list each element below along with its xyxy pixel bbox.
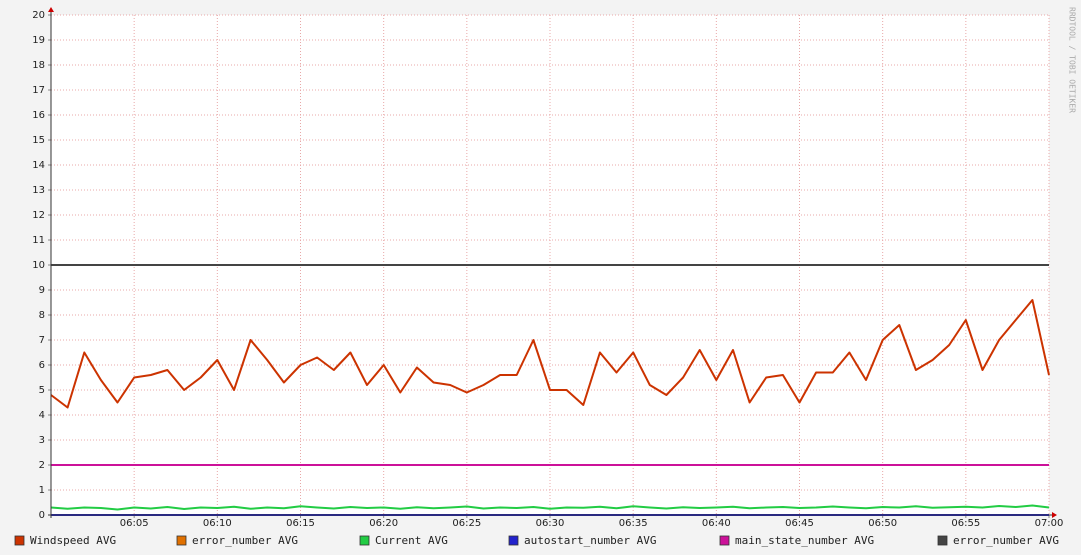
- legend-swatch: [937, 535, 948, 546]
- y-tick-label: 12: [32, 210, 45, 221]
- x-tick-label: 06:35: [619, 518, 648, 529]
- legend-swatch: [359, 535, 370, 546]
- x-tick-label: 07:00: [1035, 518, 1064, 529]
- y-tick-label: 5: [39, 385, 45, 396]
- x-axis-arrow: [1052, 512, 1057, 518]
- y-tick-label: 8: [39, 310, 45, 321]
- x-tick-label: 06:20: [369, 518, 398, 529]
- legend-swatch: [508, 535, 519, 546]
- x-tick-label: 06:45: [785, 518, 814, 529]
- legend-label: autostart_number AVG: [524, 534, 656, 547]
- x-tick-label: 06:55: [951, 518, 980, 529]
- legend-swatch: [176, 535, 187, 546]
- y-tick-label: 16: [32, 110, 45, 121]
- legend-swatch: [719, 535, 730, 546]
- x-tick-label: 06:25: [452, 518, 481, 529]
- y-tick-label: 19: [32, 35, 45, 46]
- x-tick-label: 06:30: [536, 518, 565, 529]
- legend-label: error_number AVG: [953, 534, 1059, 547]
- y-tick-label: 15: [32, 135, 45, 146]
- x-tick-label: 06:05: [120, 518, 149, 529]
- legend-label: Current AVG: [375, 534, 448, 547]
- legend-swatch: [14, 535, 25, 546]
- y-axis-arrow: [48, 7, 54, 12]
- x-tick-label: 06:50: [868, 518, 897, 529]
- y-tick-label: 20: [32, 10, 45, 21]
- watermark: RRDTOOL / TOBI OETIKER: [1068, 7, 1077, 113]
- x-tick-label: 06:15: [286, 518, 315, 529]
- y-tick-label: 11: [32, 235, 45, 246]
- x-tick-label: 06:10: [203, 518, 232, 529]
- y-tick-label: 2: [39, 460, 45, 471]
- y-tick-label: 0: [39, 510, 45, 521]
- series-line: [50, 299, 1050, 409]
- y-tick-label: 7: [39, 335, 45, 346]
- y-tick-label: 9: [39, 285, 45, 296]
- y-tick-label: 10: [32, 260, 45, 271]
- y-tick-label: 1: [39, 485, 45, 496]
- legend-label: error_number AVG: [192, 534, 298, 547]
- legend-label: main_state_number AVG: [735, 534, 874, 547]
- y-tick-label: 17: [32, 85, 45, 96]
- series-line: [50, 504, 1050, 511]
- legend-label: Windspeed AVG: [30, 534, 116, 547]
- y-tick-label: 6: [39, 360, 45, 371]
- y-tick-label: 13: [32, 185, 45, 196]
- x-tick-label: 06:40: [702, 518, 731, 529]
- y-tick-label: 3: [39, 435, 45, 446]
- y-tick-label: 14: [32, 160, 45, 171]
- y-tick-label: 18: [32, 60, 45, 71]
- y-tick-label: 4: [39, 410, 45, 421]
